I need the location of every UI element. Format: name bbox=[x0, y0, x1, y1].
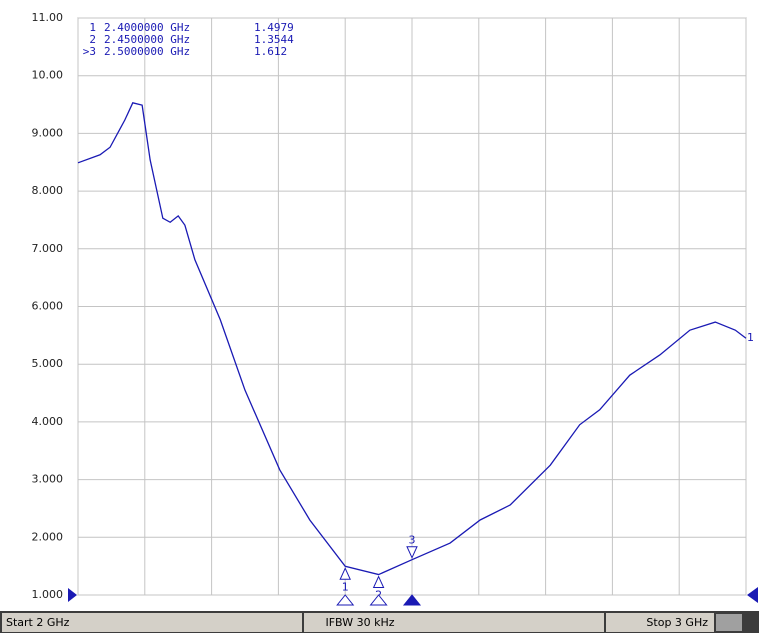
marker bbox=[372, 575, 385, 589]
y-tick-label: 1.000 bbox=[32, 588, 64, 601]
status-button[interactable] bbox=[716, 614, 742, 631]
status-cell bbox=[304, 613, 604, 632]
y-tick-label: 7.000 bbox=[32, 242, 64, 255]
y-tick-label: 2.000 bbox=[32, 530, 64, 543]
marker-flag: 3 bbox=[409, 534, 416, 547]
y-tick-label: 9.000 bbox=[32, 126, 64, 139]
y-tick-label: 5.000 bbox=[32, 357, 64, 370]
trace-label: 1 bbox=[747, 331, 754, 344]
status-cell bbox=[606, 613, 714, 632]
y-tick-label: 8.000 bbox=[32, 184, 64, 197]
marker-id: >3 bbox=[83, 45, 96, 58]
marker-flag: 1 bbox=[342, 580, 349, 593]
trace bbox=[77, 102, 747, 576]
status-cell bbox=[2, 613, 302, 632]
y-tick-label: 10.00 bbox=[32, 69, 64, 82]
marker bbox=[406, 546, 418, 559]
marker-stimulus bbox=[369, 594, 388, 606]
marker-value: 1.3544 bbox=[254, 33, 294, 46]
y-tick-label: 6.000 bbox=[32, 300, 64, 313]
y-tick-label: 3.000 bbox=[32, 473, 64, 486]
marker-stimulus bbox=[402, 594, 422, 606]
marker-freq: 2.4000000 GHz bbox=[104, 21, 190, 34]
y-tick-label: 4.000 bbox=[32, 415, 64, 428]
reference-marker bbox=[747, 587, 758, 603]
marker-value: 1.612 bbox=[254, 45, 287, 58]
stop-label: Stop 3 GHz bbox=[646, 616, 708, 629]
marker-stimulus bbox=[336, 594, 355, 606]
marker-id: 1 bbox=[89, 21, 96, 34]
status-bar: Start 2 GHz IFBW 30 kHz Stop 3 GHz bbox=[0, 611, 759, 633]
marker-freq: 2.4500000 GHz bbox=[104, 33, 190, 46]
marker-id: 2 bbox=[89, 33, 96, 46]
marker bbox=[339, 567, 351, 580]
start-label: Start 2 GHz bbox=[6, 616, 70, 629]
marker-value: 1.4979 bbox=[254, 21, 294, 34]
reference-marker bbox=[68, 588, 77, 602]
marker-freq: 2.5000000 GHz bbox=[104, 45, 190, 58]
ifbw-label: IFBW 30 kHz bbox=[325, 616, 394, 629]
y-tick-label: 11.00 bbox=[32, 11, 64, 24]
